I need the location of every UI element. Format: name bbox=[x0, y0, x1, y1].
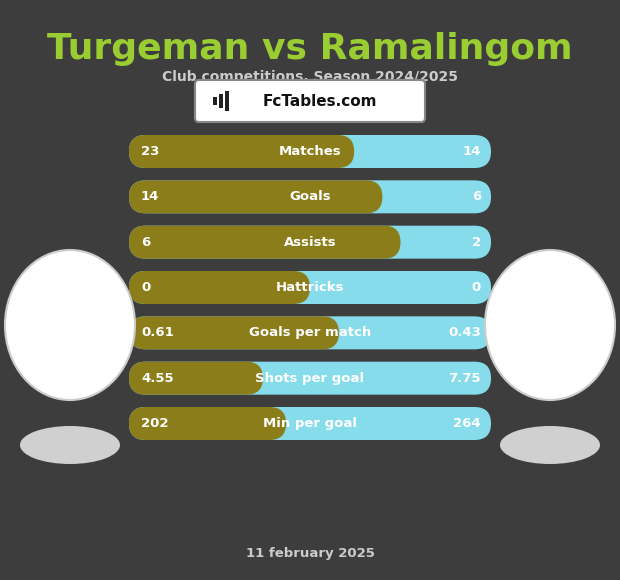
Ellipse shape bbox=[485, 250, 615, 400]
FancyBboxPatch shape bbox=[129, 362, 263, 394]
Text: 2: 2 bbox=[472, 235, 481, 249]
Text: 202: 202 bbox=[141, 417, 169, 430]
FancyBboxPatch shape bbox=[129, 226, 401, 259]
Text: 0.43: 0.43 bbox=[448, 327, 481, 339]
Text: Goals: Goals bbox=[289, 190, 331, 204]
Ellipse shape bbox=[500, 426, 600, 464]
Text: 6: 6 bbox=[472, 190, 481, 204]
FancyBboxPatch shape bbox=[129, 180, 383, 213]
FancyBboxPatch shape bbox=[129, 271, 491, 304]
Text: 4.55: 4.55 bbox=[141, 372, 174, 385]
FancyBboxPatch shape bbox=[213, 97, 217, 105]
Text: Min per goal: Min per goal bbox=[263, 417, 357, 430]
Text: 0: 0 bbox=[472, 281, 481, 294]
Ellipse shape bbox=[5, 250, 135, 400]
Text: 7.75: 7.75 bbox=[448, 372, 481, 385]
FancyBboxPatch shape bbox=[129, 407, 286, 440]
FancyBboxPatch shape bbox=[129, 316, 339, 349]
Text: Club competitions, Season 2024/2025: Club competitions, Season 2024/2025 bbox=[162, 70, 458, 84]
Text: FcTables.com: FcTables.com bbox=[263, 93, 377, 108]
Text: 0: 0 bbox=[141, 281, 150, 294]
FancyBboxPatch shape bbox=[195, 80, 425, 122]
Text: 264: 264 bbox=[453, 417, 481, 430]
FancyBboxPatch shape bbox=[129, 135, 491, 168]
Text: 0.61: 0.61 bbox=[141, 327, 174, 339]
Text: 14: 14 bbox=[141, 190, 159, 204]
Text: 23: 23 bbox=[141, 145, 159, 158]
Text: 6: 6 bbox=[141, 235, 150, 249]
Ellipse shape bbox=[20, 426, 120, 464]
Text: Turgeman vs Ramalingom: Turgeman vs Ramalingom bbox=[47, 32, 573, 66]
Text: Shots per goal: Shots per goal bbox=[255, 372, 365, 385]
FancyBboxPatch shape bbox=[129, 316, 491, 349]
FancyBboxPatch shape bbox=[129, 135, 354, 168]
FancyBboxPatch shape bbox=[129, 180, 491, 213]
FancyBboxPatch shape bbox=[129, 271, 310, 304]
Text: 11 february 2025: 11 february 2025 bbox=[246, 547, 374, 560]
Text: 14: 14 bbox=[463, 145, 481, 158]
FancyBboxPatch shape bbox=[219, 94, 223, 108]
Text: Matches: Matches bbox=[278, 145, 342, 158]
Text: Hattricks: Hattricks bbox=[276, 281, 344, 294]
FancyBboxPatch shape bbox=[225, 91, 229, 111]
FancyBboxPatch shape bbox=[129, 226, 491, 259]
Text: Goals per match: Goals per match bbox=[249, 327, 371, 339]
FancyBboxPatch shape bbox=[129, 407, 491, 440]
FancyBboxPatch shape bbox=[129, 362, 491, 394]
Text: Assists: Assists bbox=[284, 235, 336, 249]
